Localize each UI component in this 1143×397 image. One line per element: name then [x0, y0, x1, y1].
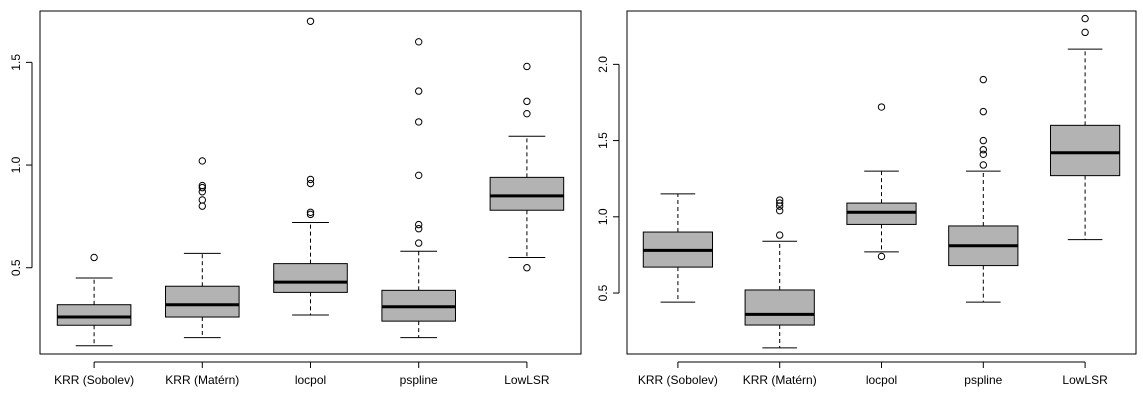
outlier-point — [198, 196, 207, 204]
outlier-point — [776, 196, 784, 204]
plot-frame — [626, 10, 1137, 355]
outlier-point — [198, 183, 207, 192]
outlier-point — [523, 62, 531, 71]
plot-frame — [39, 10, 582, 355]
iqr-box — [744, 289, 815, 326]
box-3 — [846, 103, 917, 261]
chart-panel-2: 0.5 1.0 1.5 2.0 KRR (Sobolev) KRR (Matérn) loc… — [596, 10, 1137, 387]
box-1 — [56, 253, 132, 347]
outlier-point — [877, 252, 886, 261]
outlier-point — [198, 181, 207, 190]
iqr-box — [273, 263, 348, 293]
outlier-point — [979, 107, 987, 116]
outlier-point — [523, 109, 531, 118]
outlier-point — [415, 225, 423, 233]
outlier-point — [415, 220, 423, 229]
x-tick-label: pspline — [400, 373, 438, 387]
box-5 — [1049, 14, 1121, 241]
y-tick-label: 1.0 — [596, 208, 610, 225]
box-4 — [948, 75, 1019, 303]
y-tick-label: 1.5 — [9, 54, 23, 71]
iqr-box — [489, 176, 565, 211]
box-2 — [744, 196, 815, 349]
iqr-box — [165, 285, 240, 318]
outlier-point — [877, 103, 886, 111]
iqr-box — [846, 202, 917, 225]
outlier-point — [306, 17, 315, 25]
box-5 — [489, 62, 565, 272]
outlier-point — [979, 75, 987, 84]
outlier-point — [523, 264, 531, 272]
outlier-point — [306, 175, 315, 184]
outlier-point — [979, 150, 987, 158]
x-tick-label: LowLSR — [504, 373, 550, 387]
outlier-point — [979, 146, 987, 154]
box-3 — [273, 17, 348, 316]
box-4 — [381, 38, 456, 339]
outlier-point — [415, 118, 423, 126]
x-tick-label: KRR (Matérn) — [165, 373, 239, 387]
box-2 — [165, 157, 240, 339]
x-tick-label: locpol — [866, 373, 897, 387]
outlier-point — [1081, 14, 1089, 23]
outlier-point — [415, 38, 423, 46]
outlier-point — [776, 231, 784, 239]
x-tick-label: locpol — [295, 373, 326, 387]
x-tick-label: KRR (Sobolev) — [54, 373, 134, 387]
outlier-point — [776, 199, 784, 207]
chart-panel-1: 0.5 1.0 1.5 KRR (Sobolev) KRR (Matérn) locpol… — [9, 10, 582, 387]
outlier-point — [415, 87, 423, 95]
outlier-point — [776, 207, 784, 215]
iqr-box — [56, 304, 132, 326]
x-tick-label: pspline — [964, 373, 1002, 387]
x-tick-label: KRR (Matérn) — [743, 373, 817, 387]
outlier-point — [1081, 28, 1089, 37]
outlier-point — [523, 97, 531, 106]
y-tick-label: 0.5 — [9, 259, 23, 276]
outlier-point — [415, 239, 423, 247]
outlier-point — [979, 161, 987, 169]
outlier-point — [415, 171, 423, 180]
outlier-point — [90, 253, 98, 262]
y-tick-label: 1.5 — [596, 132, 610, 149]
iqr-box — [1049, 124, 1121, 177]
outlier-point — [306, 210, 315, 219]
outlier-point — [979, 136, 987, 145]
outlier-point — [198, 202, 207, 210]
outlier-point — [306, 179, 315, 188]
y-tick-label: 1.0 — [9, 156, 23, 173]
x-tick-label: KRR (Sobolev) — [638, 373, 718, 387]
box-1 — [642, 193, 714, 303]
y-tick-label: 2.0 — [596, 56, 610, 73]
outlier-point — [198, 157, 207, 165]
y-tick-label: 0.5 — [596, 284, 610, 301]
x-tick-label: LowLSR — [1062, 373, 1108, 387]
outlier-point — [306, 208, 315, 216]
